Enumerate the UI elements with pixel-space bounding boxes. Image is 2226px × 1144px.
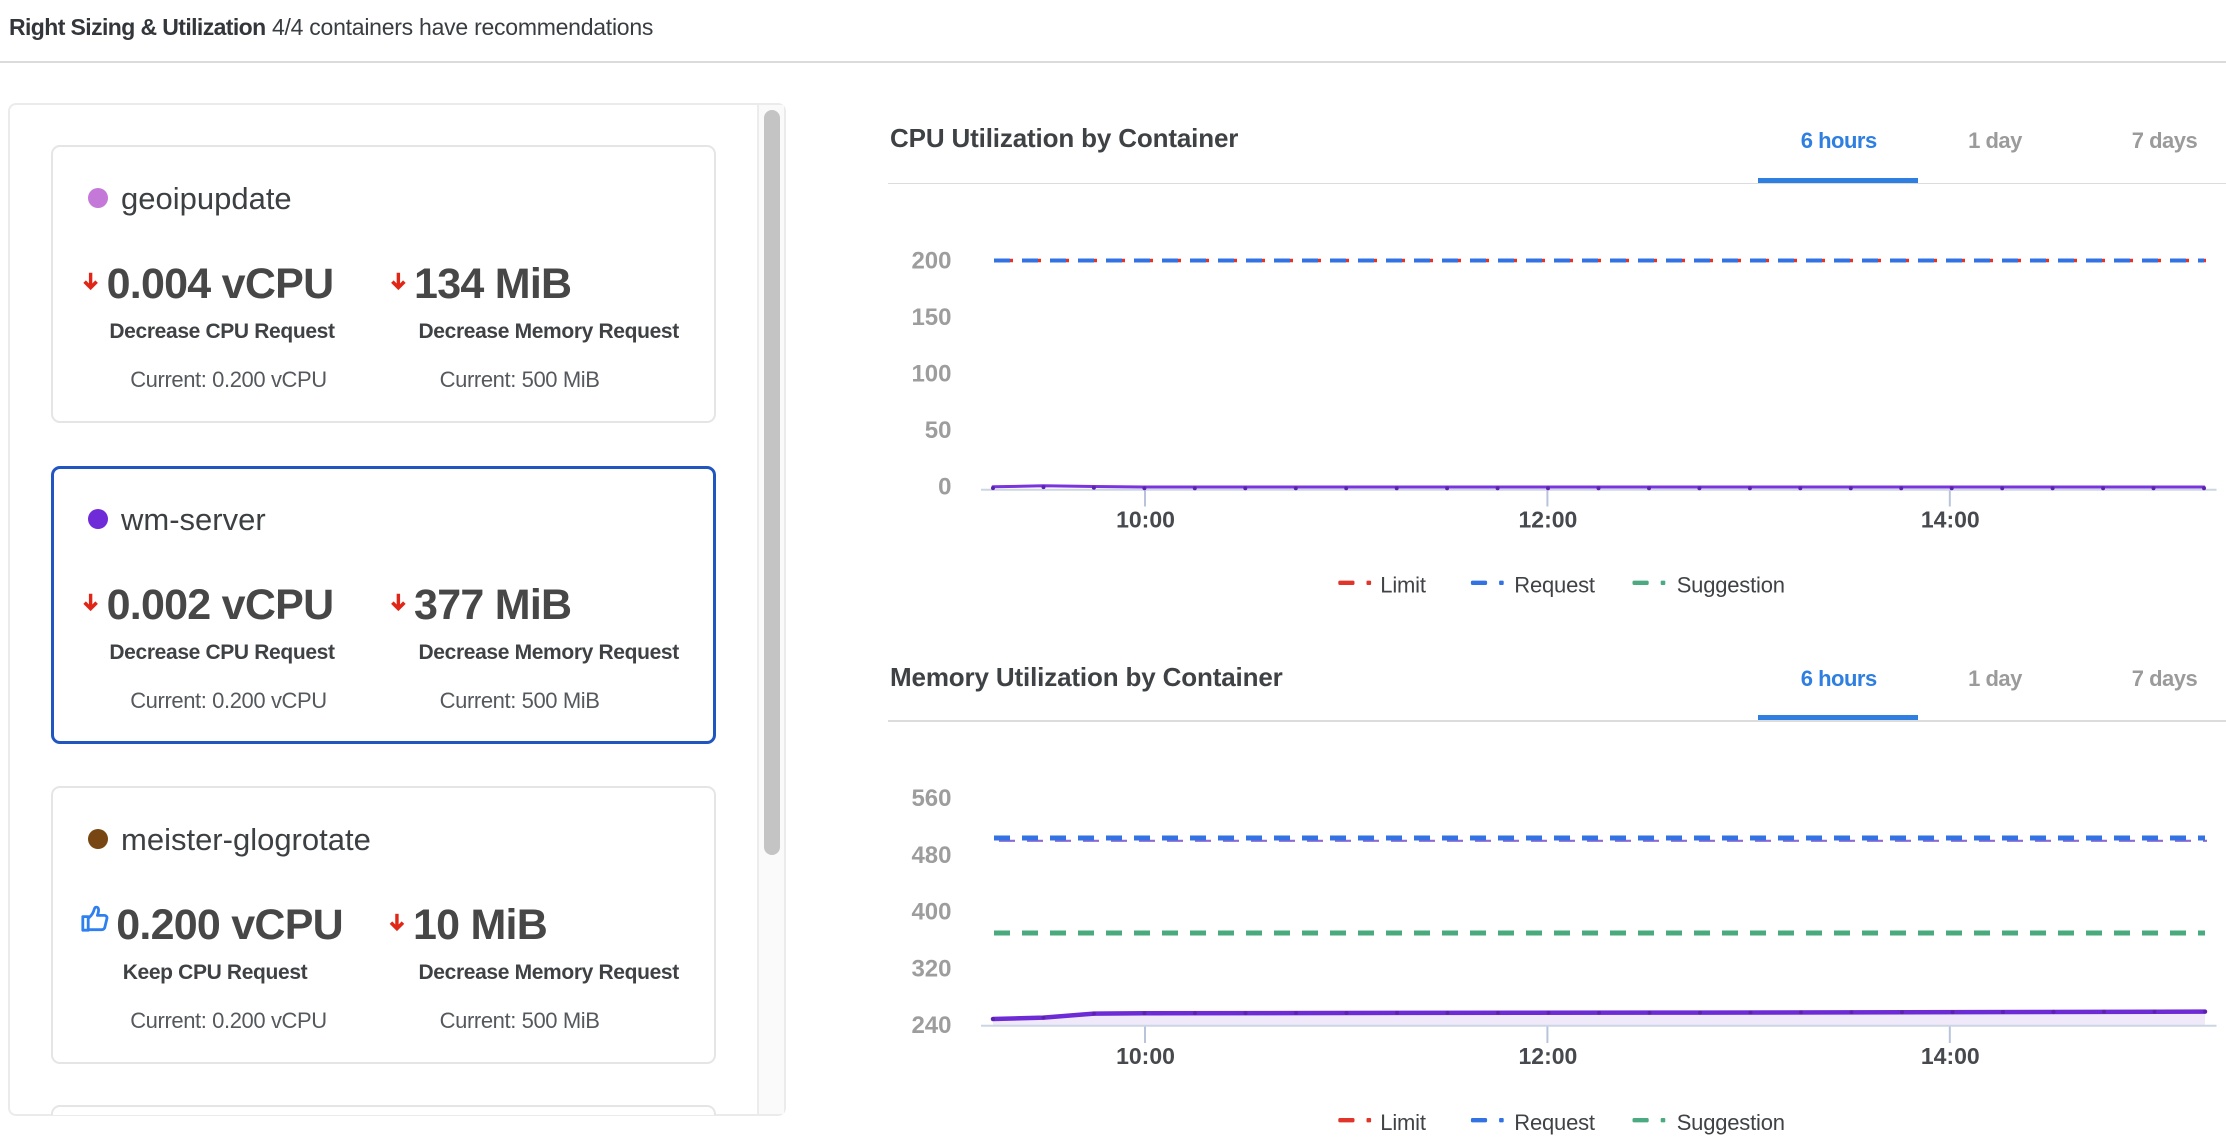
- svg-text:100: 100: [911, 360, 951, 387]
- svg-text:Suggestion: Suggestion: [1677, 573, 1785, 598]
- svg-text:14:00: 14:00: [1921, 1043, 1980, 1069]
- svg-text:480: 480: [911, 842, 951, 869]
- svg-text:Request: Request: [1514, 1110, 1595, 1135]
- svg-text:320: 320: [911, 955, 951, 982]
- svg-text:10:00: 10:00: [1116, 507, 1175, 533]
- svg-text:0: 0: [938, 473, 951, 500]
- svg-text:240: 240: [911, 1012, 951, 1039]
- svg-text:14:00: 14:00: [1921, 507, 1980, 533]
- svg-text:Suggestion: Suggestion: [1677, 1110, 1785, 1135]
- svg-text:400: 400: [911, 899, 951, 926]
- svg-text:10:00: 10:00: [1116, 1043, 1175, 1069]
- svg-text:12:00: 12:00: [1518, 1043, 1577, 1069]
- svg-text:150: 150: [911, 304, 951, 331]
- svg-text:Limit: Limit: [1380, 573, 1426, 598]
- svg-text:Request: Request: [1514, 573, 1595, 598]
- svg-text:200: 200: [911, 247, 951, 274]
- svg-text:12:00: 12:00: [1518, 507, 1577, 533]
- svg-text:560: 560: [911, 785, 951, 812]
- svg-text:50: 50: [925, 417, 952, 444]
- svg-text:Limit: Limit: [1380, 1110, 1426, 1135]
